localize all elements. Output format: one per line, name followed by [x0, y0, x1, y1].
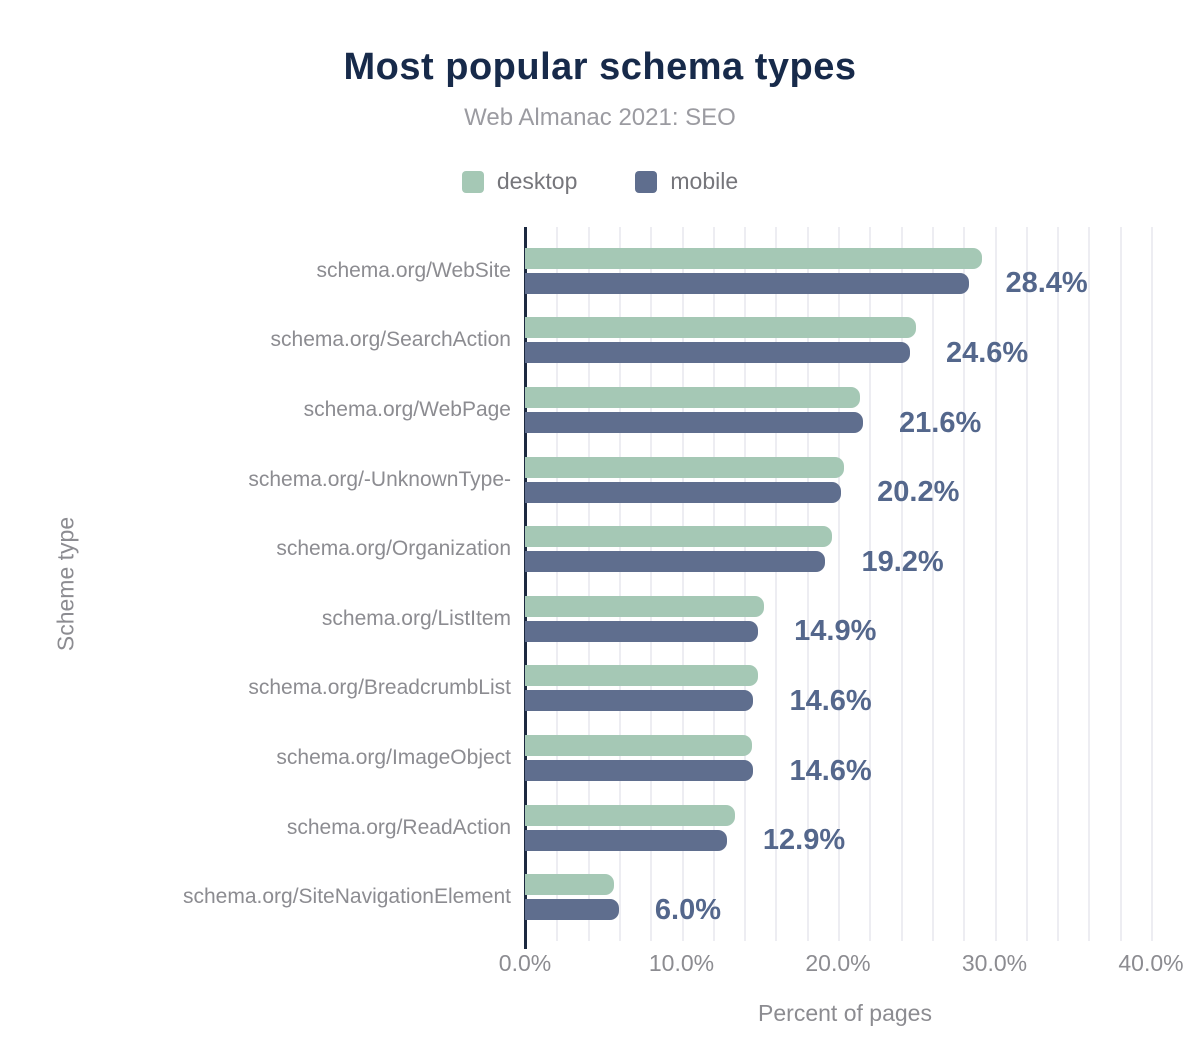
gridline: [1057, 227, 1060, 941]
category-label: schema.org/SearchAction: [270, 328, 511, 352]
gridline: [838, 227, 840, 941]
bar-desktop: [525, 665, 759, 687]
mobile-swatch-icon: [635, 170, 658, 193]
bar-desktop: [525, 526, 832, 548]
gridline: [618, 227, 621, 941]
x-tick-label: 20.0%: [805, 950, 871, 976]
bar-mobile: [525, 412, 864, 433]
category-label: schema.org/WebPage: [303, 398, 511, 421]
x-tick-label: 30.0%: [961, 950, 1028, 976]
bar-mobile: [525, 620, 759, 642]
category-label: schema.org/BreadcrumbList: [248, 676, 511, 700]
bar-mobile: [525, 690, 754, 712]
bar-desktop: [525, 595, 765, 617]
bar-desktop: [525, 804, 735, 826]
category-label: schema.org/ImageObject: [276, 746, 511, 769]
legend-label-mobile: mobile: [670, 168, 739, 194]
value-label: 21.6%: [899, 406, 982, 439]
gridline: [775, 227, 778, 941]
chart-subtitle: Web Almanac 2021: SEO: [464, 104, 736, 131]
legend: desktop mobile: [0, 168, 1200, 195]
gridline: [869, 227, 872, 941]
value-label: 19.2%: [861, 545, 944, 578]
category-label: schema.org/Organization: [276, 537, 511, 561]
y-axis-line: [524, 227, 527, 949]
bar-mobile: [525, 481, 842, 503]
gridline: [931, 227, 934, 941]
category-label: schema.org/ListItem: [321, 606, 511, 630]
bar-desktop: [525, 735, 752, 756]
y-axis-title: Scheme type: [52, 516, 79, 652]
gridline: [556, 227, 559, 941]
value-label: 20.2%: [877, 476, 960, 509]
gridline: [712, 227, 715, 941]
legend-item-desktop: desktop: [461, 168, 578, 195]
bar-desktop: [525, 456, 845, 478]
bar-mobile: [525, 829, 727, 851]
category-label: schema.org/ReadAction: [286, 815, 511, 839]
x-tick-label: 0.0%: [498, 950, 552, 976]
bar-mobile: [525, 551, 826, 573]
gridline: [650, 227, 653, 941]
bar-desktop: [525, 387, 860, 408]
x-axis-title: Percent of pages: [758, 1000, 932, 1026]
gridline: [1151, 227, 1153, 941]
category-label: schema.org/-UnknownType-: [248, 467, 511, 491]
gridline: [806, 227, 809, 941]
chart-title: Most popular schema types: [343, 46, 857, 88]
bar-desktop: [525, 247, 982, 269]
value-label: 28.4%: [1005, 267, 1088, 300]
value-label: 14.6%: [789, 684, 872, 717]
value-label: 6.0%: [654, 893, 721, 926]
x-tick-label: 10.0%: [648, 950, 715, 976]
gridline: [1119, 227, 1122, 941]
bar-mobile: [525, 272, 970, 294]
bar-desktop: [525, 317, 917, 339]
gridline: [994, 227, 997, 941]
category-label: schema.org/WebSite: [316, 258, 511, 282]
gridline: [1025, 227, 1028, 941]
gridline: [681, 227, 684, 941]
gridline: [1088, 227, 1091, 941]
bar-mobile: [525, 760, 754, 781]
legend-label-desktop: desktop: [496, 168, 578, 194]
gridline: [963, 227, 966, 941]
value-label: 14.9%: [794, 615, 877, 648]
gridline: [900, 227, 903, 941]
plot-area: schema.org/WebSite 28.4% schema.org/Search…: [0, 227, 1200, 976]
bar-mobile: [525, 342, 910, 364]
legend-item-mobile: mobile: [635, 168, 738, 195]
desktop-swatch-icon: [461, 170, 484, 193]
bar-mobile: [525, 899, 619, 921]
gridline: [744, 227, 747, 941]
x-tick-label: 40.0%: [1118, 950, 1184, 976]
value-label: 12.9%: [762, 824, 846, 857]
category-label: schema.org/SiteNavigationElement: [182, 885, 511, 909]
value-label: 14.6%: [789, 754, 872, 787]
bar-desktop: [525, 874, 615, 896]
gridline: [587, 227, 590, 941]
value-label: 24.6%: [945, 336, 1029, 369]
